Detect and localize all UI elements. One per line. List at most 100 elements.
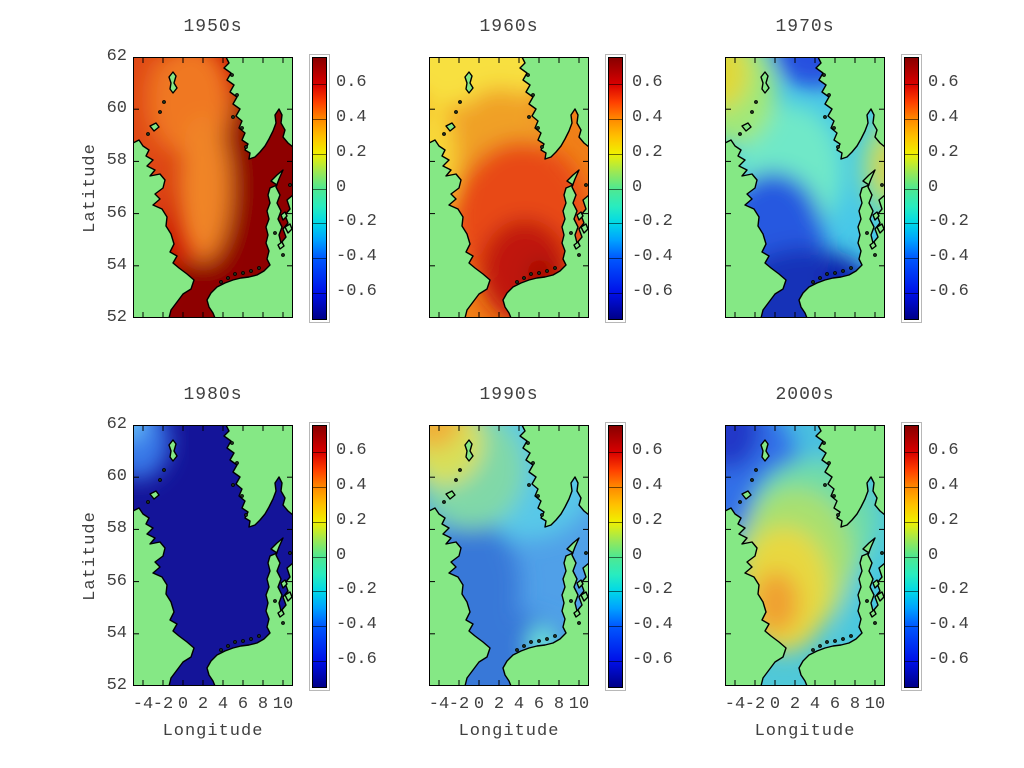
x-tick-label: 10: [864, 695, 886, 714]
colorbar-tick-label: 0.2: [928, 510, 959, 530]
x-tick-label: -2: [152, 695, 174, 714]
land-coastline: [725, 425, 885, 686]
x-tick-label: 4: [513, 695, 525, 714]
x-tick-label: -2: [744, 695, 766, 714]
colorbar-tick-label: -0.2: [336, 580, 377, 600]
colorbar-tick-label: -0.4: [632, 247, 673, 267]
colorbar-tick-label: 0.4: [336, 475, 367, 495]
colorbar-tick: [905, 626, 918, 628]
colorbar-tick: [609, 486, 622, 488]
colorbar-tick-label: 0: [336, 545, 347, 565]
colorbar-tick: [313, 452, 326, 454]
colorbar-tick: [313, 223, 326, 225]
map-1960s: [429, 57, 589, 318]
land-coastline: [133, 57, 293, 318]
colorbar-tick: [609, 258, 622, 260]
x-tick-label: 6: [829, 695, 841, 714]
colorbar-tick-label: -0.2: [928, 580, 969, 600]
colorbar-tick-label: -0.4: [928, 247, 969, 267]
map-1970s: [725, 57, 885, 318]
plot-frame: [725, 57, 885, 318]
map-1950s: [133, 57, 293, 318]
colorbar-tick-label: -0.4: [336, 247, 377, 267]
x-tick-label: 2: [493, 695, 505, 714]
panel-title-1990s: 1990s: [479, 385, 539, 405]
colorbar: [901, 54, 922, 323]
map-2000s: [725, 425, 885, 686]
colorbar-tick: [313, 258, 326, 260]
x-tick-label: 4: [809, 695, 821, 714]
colorbar: [605, 422, 626, 691]
colorbar-tick-label: -0.6: [632, 281, 673, 301]
x-tick-label: 4: [217, 695, 229, 714]
x-tick-label: -4: [428, 695, 450, 714]
colorbar-tick-label: -0.6: [336, 281, 377, 301]
colorbar-tick: [905, 258, 918, 260]
colorbar: [605, 54, 626, 323]
x-tick-label: 0: [769, 695, 781, 714]
colorbar-tick-label: 0.2: [632, 142, 663, 162]
colorbar-tick-label: 0.2: [336, 510, 367, 530]
map-1990s: [429, 425, 589, 686]
colorbar-tick-label: -0.2: [632, 580, 673, 600]
colorbar: [309, 422, 330, 691]
colorbar-tick: [313, 660, 326, 662]
x-tick-label: 8: [849, 695, 861, 714]
colorbar-tick: [905, 188, 918, 190]
colorbar-tick: [905, 292, 918, 294]
colorbar-tick: [609, 118, 622, 120]
x-tick-label: 0: [473, 695, 485, 714]
colorbar-tick-label: 0.4: [928, 107, 959, 127]
land-coastline: [725, 57, 885, 318]
colorbar-tick: [313, 292, 326, 294]
colorbar-tick-label: 0: [632, 177, 643, 197]
plot-frame: [429, 57, 589, 318]
colorbar-tick: [609, 452, 622, 454]
colorbar-tick: [905, 660, 918, 662]
x-tick-label: -4: [132, 695, 154, 714]
colorbar-tick: [905, 521, 918, 523]
land-coastline: [133, 425, 293, 686]
y-tick-label: 58: [106, 519, 127, 539]
colorbar-tick-label: 0.2: [336, 142, 367, 162]
x-axis-title: Longitude: [754, 722, 856, 741]
x-tick-label: 10: [568, 695, 590, 714]
y-tick-label: 52: [106, 308, 127, 327]
panel-title-1980s: 1980s: [183, 385, 243, 405]
x-tick-label: 8: [257, 695, 269, 714]
colorbar-tick: [313, 521, 326, 523]
colorbar-tick: [313, 556, 326, 558]
y-tick-label: 58: [106, 151, 127, 171]
x-tick-label: 6: [533, 695, 545, 714]
colorbar-tick: [905, 153, 918, 155]
colorbar-tick-label: 0.4: [632, 475, 663, 495]
colorbar-tick-label: 0: [632, 545, 643, 565]
colorbar-tick: [609, 188, 622, 190]
colorbar-tick-label: -0.4: [336, 615, 377, 635]
colorbar-tick: [609, 521, 622, 523]
x-tick-label: 0: [177, 695, 189, 714]
colorbar-tick-label: 0: [336, 177, 347, 197]
x-axis-title: Longitude: [458, 722, 560, 741]
colorbar-tick: [609, 591, 622, 593]
colorbar-tick-label: 0.6: [928, 73, 959, 93]
y-tick-label: 62: [106, 47, 127, 66]
y-tick-label: 56: [106, 571, 127, 591]
colorbar-tick-label: 0.6: [336, 73, 367, 93]
x-tick-label: 10: [272, 695, 294, 714]
colorbar-tick-label: -0.6: [928, 281, 969, 301]
colorbar-tick: [905, 118, 918, 120]
plot-frame: [133, 425, 293, 686]
colorbar: [309, 54, 330, 323]
colorbar-tick: [609, 556, 622, 558]
y-tick-label: 54: [106, 255, 127, 275]
colorbar-tick: [609, 153, 622, 155]
colorbar-tick-label: 0.6: [632, 73, 663, 93]
colorbar-tick: [905, 84, 918, 86]
colorbar-tick: [609, 292, 622, 294]
panel-title-2000s: 2000s: [775, 385, 835, 405]
y-tick-label: 52: [106, 676, 127, 695]
colorbar-tick-label: -0.6: [336, 649, 377, 669]
colorbar-tick-label: -0.2: [336, 212, 377, 232]
